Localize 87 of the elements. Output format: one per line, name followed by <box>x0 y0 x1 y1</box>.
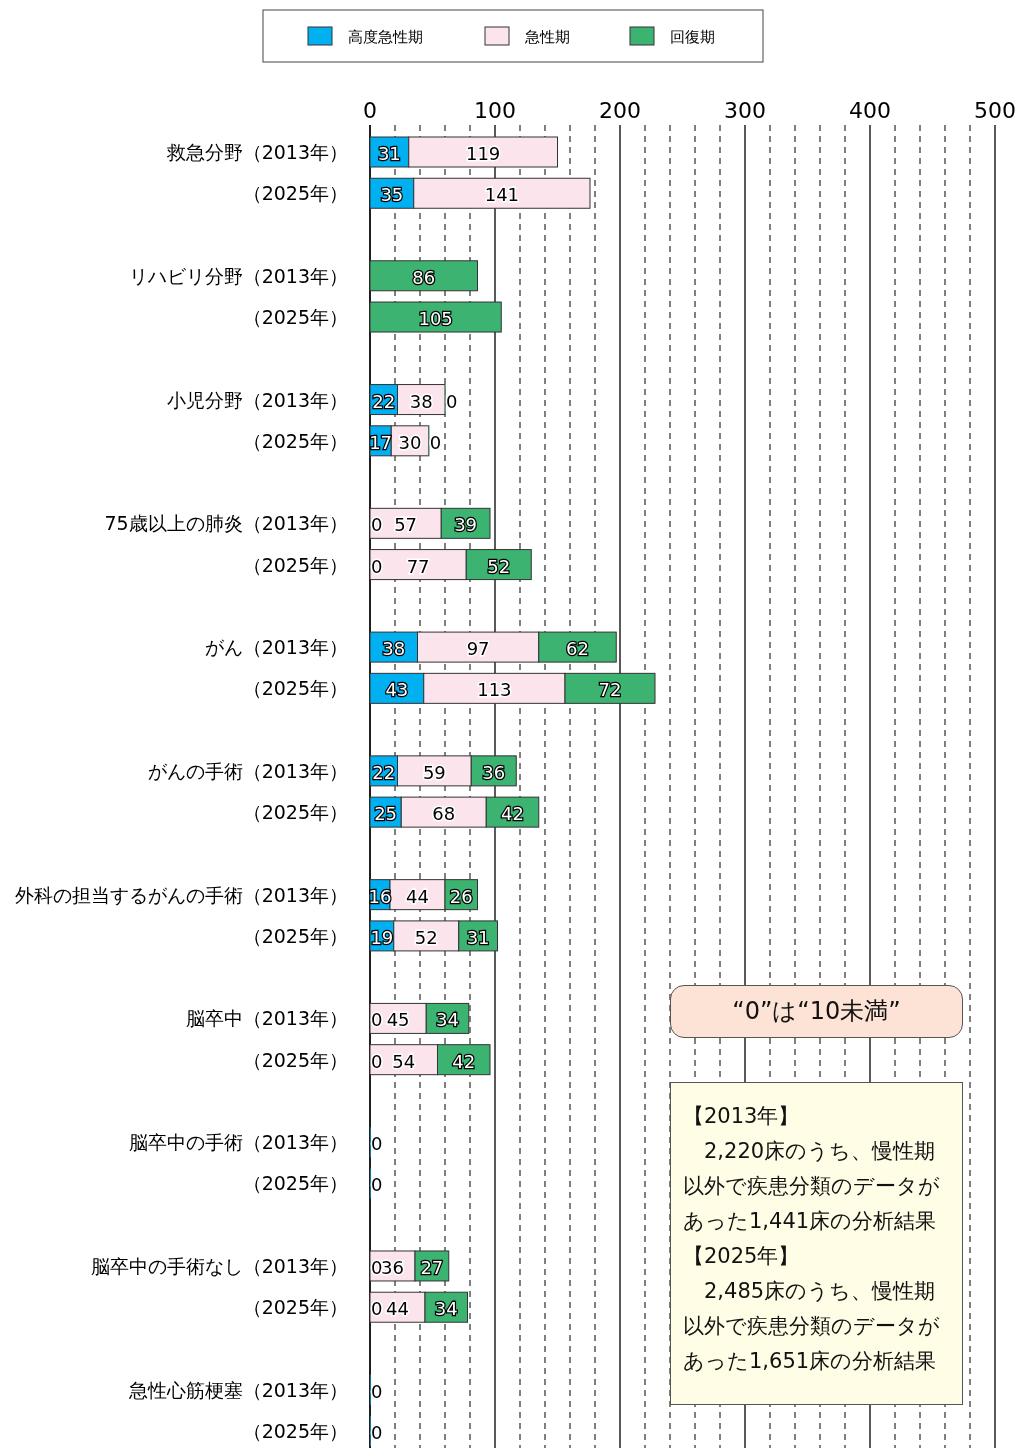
x-tick-label: 200 <box>599 98 641 123</box>
data-label: 44 <box>386 1298 409 1320</box>
y-tick-label: （2025年） <box>242 924 348 947</box>
x-tick-label: 0 <box>363 98 377 123</box>
y-tick-label: （2025年） <box>242 306 348 329</box>
y-tick-label: 脳卒中の手術（2013年） <box>128 1131 348 1154</box>
y-tick-label: 急性心筋梗塞（2013年） <box>127 1378 348 1401</box>
data-label: 19 <box>370 926 394 948</box>
y-tick-label: 外科の担当するがんの手術（2013年） <box>14 883 348 906</box>
data-label: 25 <box>374 803 398 825</box>
y-tick-label: （2025年） <box>242 677 348 700</box>
data-label: 0 <box>371 514 383 536</box>
x-tick-label: 500 <box>974 98 1016 123</box>
data-label: 62 <box>566 638 589 660</box>
data-label: 22 <box>372 390 396 412</box>
data-label: 27 <box>420 1256 444 1278</box>
data-label: 17 <box>369 431 393 453</box>
x-tick-label: 300 <box>724 98 766 123</box>
data-label: 0 <box>446 390 458 412</box>
data-label: 52 <box>487 555 511 577</box>
y-tick-label: 救急分野（2013年） <box>165 141 348 163</box>
data-label: 0 <box>371 1174 383 1196</box>
data-label: 68 <box>432 803 456 825</box>
annotation: 2,220床のうち、慢性期以外で疾患分類のデータがあった1,441床の分析結果 <box>683 1138 941 1235</box>
data-label: 97 <box>466 638 490 660</box>
data-label: 0 <box>371 1380 383 1402</box>
y-tick-label: 75歳以上の肺炎（2013年） <box>104 512 348 535</box>
data-label: 59 <box>422 761 446 783</box>
annotation: 【2013年】 <box>683 1103 801 1130</box>
legend-label: 回復期 <box>670 28 715 46</box>
data-label: 42 <box>452 1050 476 1072</box>
y-tick-label: （2025年） <box>242 553 348 576</box>
data-label: 42 <box>501 803 524 825</box>
y-tick-label: 脳卒中（2013年） <box>185 1007 348 1030</box>
y-tick-label: （2025年） <box>242 1172 348 1195</box>
data-label: 113 <box>477 679 512 701</box>
y-tick-label: 脳卒中の手術なし（2013年） <box>90 1254 348 1277</box>
data-label: 119 <box>465 143 501 164</box>
data-label: 31 <box>377 143 401 164</box>
data-label: 77 <box>406 555 430 577</box>
data-label: 26 <box>449 885 473 907</box>
data-label: 39 <box>454 514 478 536</box>
data-label: 105 <box>418 308 453 330</box>
data-label: 31 <box>466 926 490 948</box>
data-label: 72 <box>598 679 622 701</box>
data-label: 0 <box>371 1298 383 1320</box>
annotation: 2,485床のうち、慢性期以外で疾患分類のデータがあった1,651床の分析結果 <box>683 1278 941 1375</box>
data-label: 38 <box>409 390 433 412</box>
data-label: 0 <box>371 1009 383 1031</box>
data-label: 141 <box>484 184 520 206</box>
y-tick-label: リハビリ分野（2013年） <box>128 264 348 287</box>
data-label: 44 <box>406 885 429 907</box>
legend-label: 急性期 <box>524 28 570 46</box>
y-tick-label: がん（2013年） <box>204 636 348 659</box>
data-label: 0 <box>429 431 442 453</box>
data-label: 35 <box>380 184 404 206</box>
data-label: 0 <box>371 1133 383 1155</box>
y-tick-label: がんの手術（2013年） <box>147 759 348 782</box>
data-label: 34 <box>434 1298 458 1320</box>
data-label: 0 <box>371 555 383 577</box>
data-label: 34 <box>436 1009 459 1031</box>
y-tick-label: （2025年） <box>242 182 348 205</box>
data-label: 57 <box>394 514 418 536</box>
y-tick-label: （2025年） <box>242 1296 348 1319</box>
data-label: 0 <box>371 1422 383 1443</box>
y-tick-label: （2025年） <box>242 1420 348 1442</box>
y-tick-label: 小児分野（2013年） <box>166 388 348 411</box>
y-tick-label: （2025年） <box>242 429 348 452</box>
data-label: 54 <box>392 1050 416 1072</box>
x-tick-label: 400 <box>849 98 891 123</box>
data-label: 38 <box>382 638 406 660</box>
data-label: 36 <box>482 761 506 783</box>
y-tick-label: （2025年） <box>242 1048 348 1071</box>
data-label: 30 <box>398 431 422 453</box>
y-tick-label: （2025年） <box>242 801 348 824</box>
data-label: 45 <box>386 1009 410 1031</box>
data-label: 86 <box>412 266 436 288</box>
annotation: 【2025年】 <box>683 1243 801 1270</box>
x-tick-label: 100 <box>474 98 516 123</box>
data-label: 0 <box>371 1256 383 1278</box>
data-label: 22 <box>372 761 396 783</box>
data-label: 52 <box>414 926 438 948</box>
data-label: 0 <box>371 1050 383 1072</box>
legend-label: 高度急性期 <box>348 28 423 46</box>
data-label: 43 <box>385 679 409 701</box>
data-label: 36 <box>381 1256 404 1278</box>
note-zero: “0”は“10未満” <box>670 985 963 1038</box>
